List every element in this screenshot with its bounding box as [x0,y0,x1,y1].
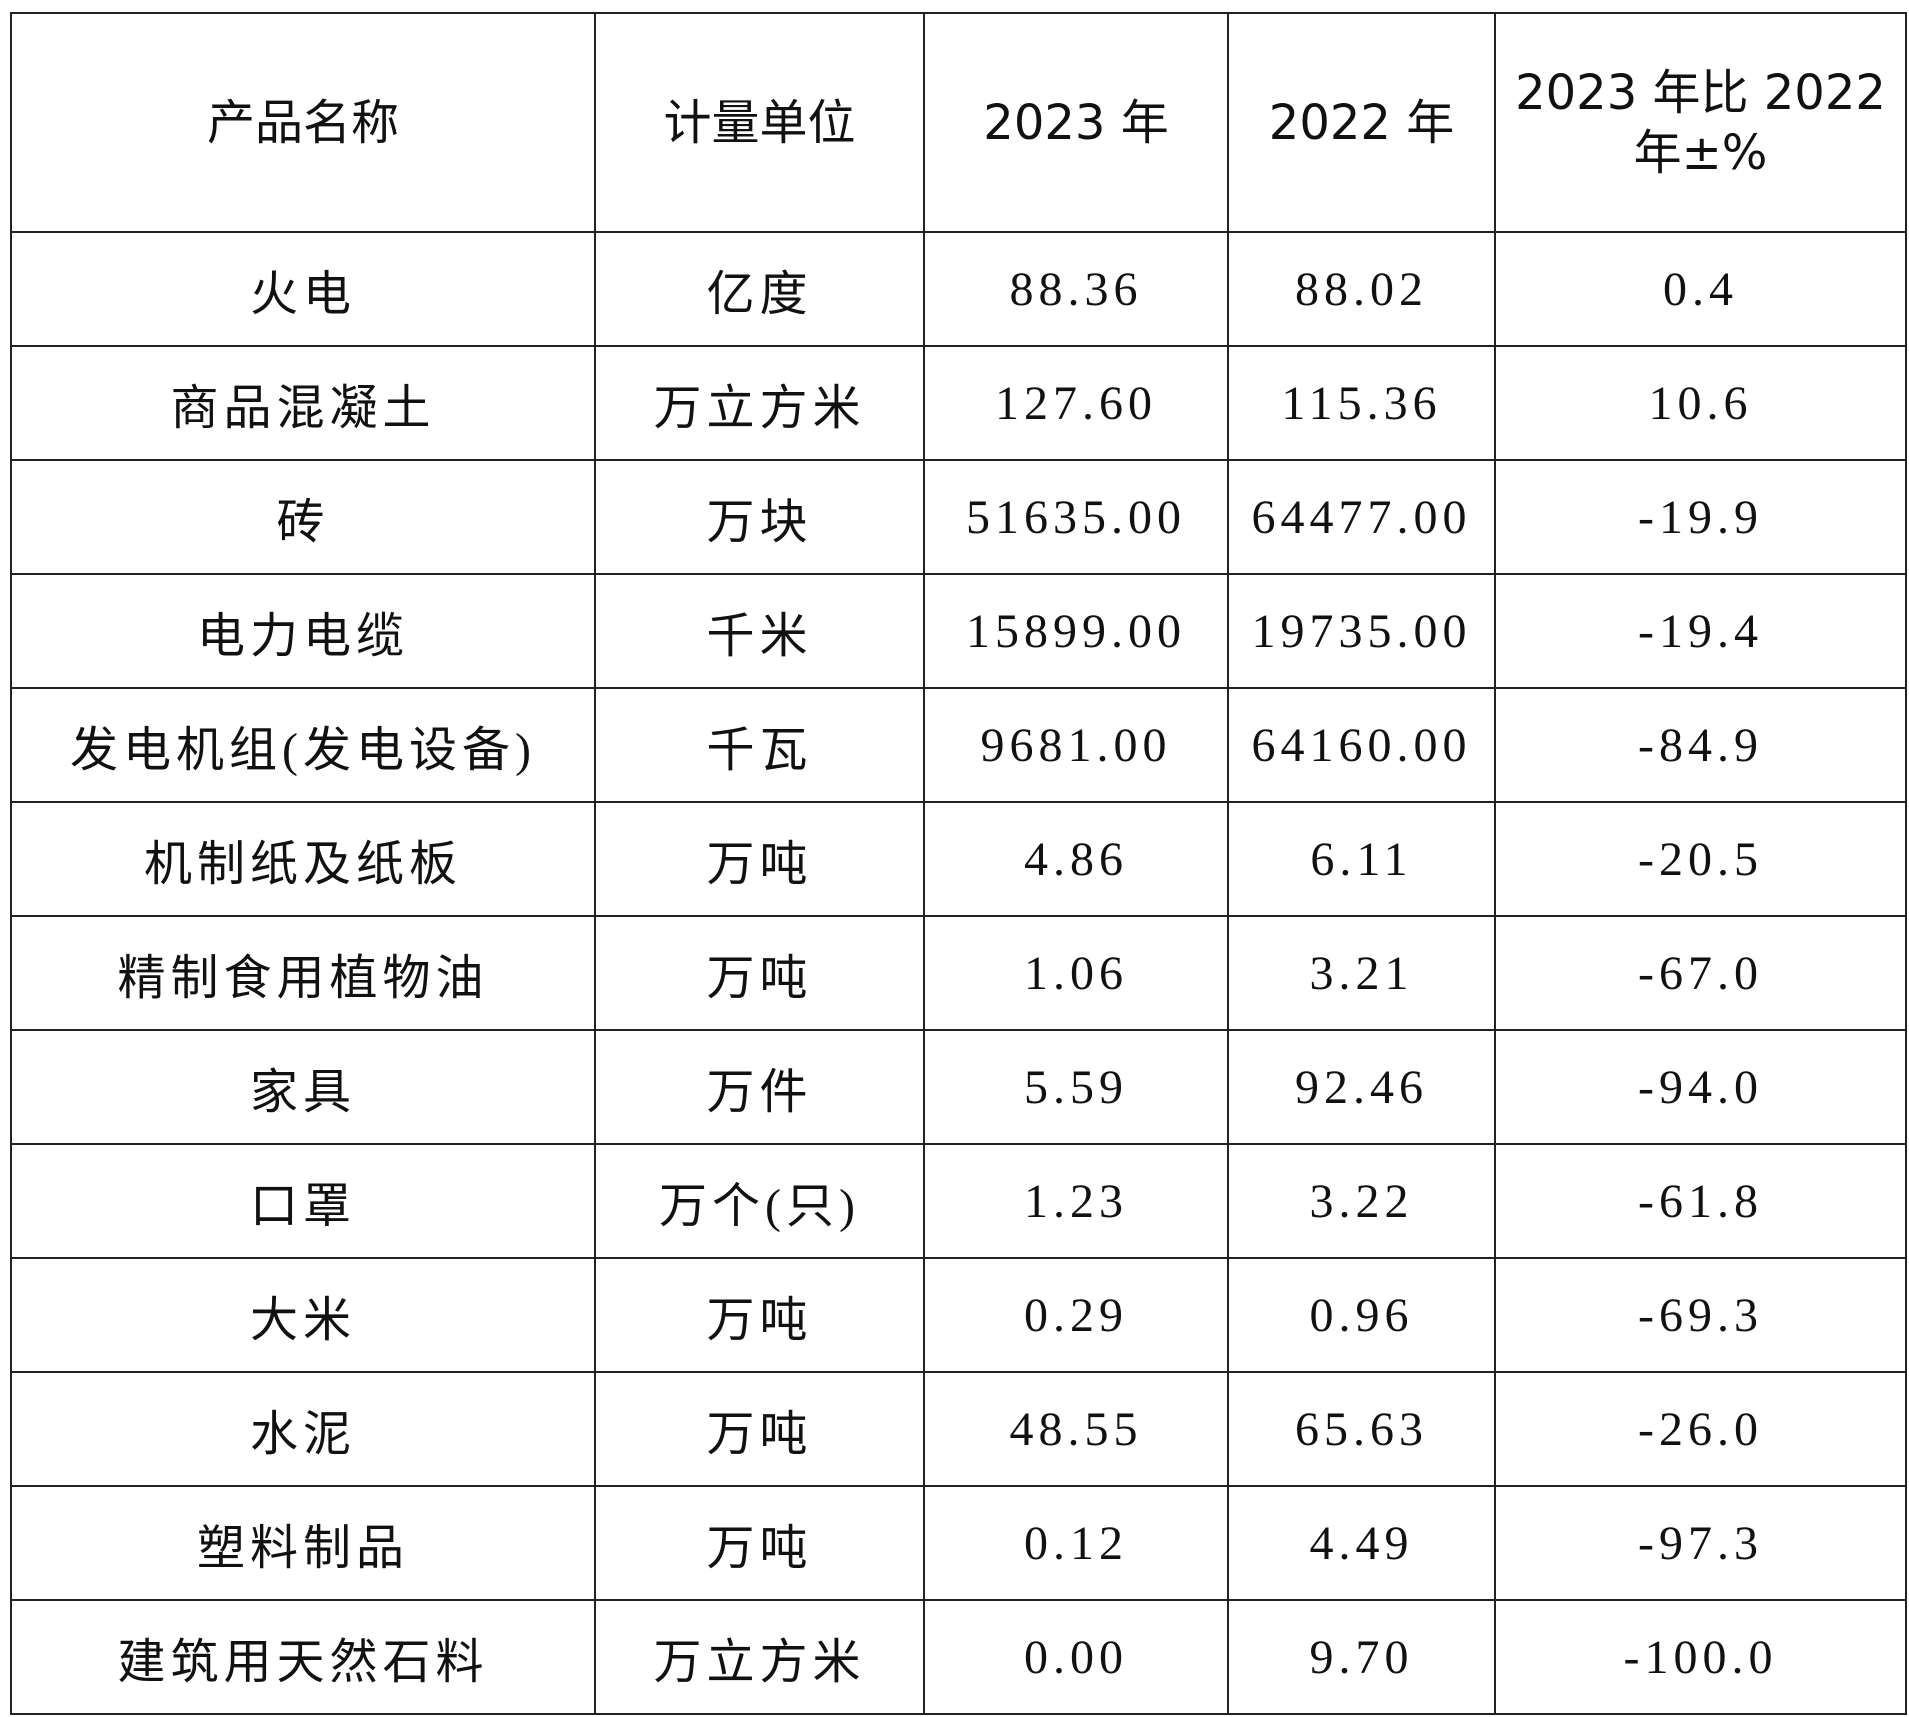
table-cell: 127.60 [923,345,1229,461]
table-cell: 万块 [594,459,925,575]
table-cell: 4.49 [1227,1485,1496,1601]
table-cell: 亿度 [594,231,925,347]
header-cell: 2022 年 [1227,12,1496,233]
table-cell: -19.9 [1494,459,1907,575]
header-cell: 2023 年 [923,12,1229,233]
table-cell: 88.36 [923,231,1229,347]
table-cell: 万吨 [594,1371,925,1487]
table-cell: 塑料制品 [10,1485,596,1601]
table-cell: 万吨 [594,915,925,1031]
table-cell: 0.29 [923,1257,1229,1373]
table-cell: 64160.00 [1227,687,1496,803]
table-body: 火电 亿度 88.36 88.02 0.4 商品混凝土 万立方米 127.60 115.36 10… [10,231,1907,1715]
table-row: 精制食用植物油 万吨 1.06 3.21 -67.0 [10,915,1907,1031]
table-cell: 4.86 [923,801,1229,917]
table-cell: 3.21 [1227,915,1496,1031]
table-cell: 0.00 [923,1599,1229,1715]
table-cell: -84.9 [1494,687,1907,803]
data-table: 产品名称 计量单位 2023 年 2022 年 2023 年比 2022 年±% 火电亿… [10,12,1907,1715]
table-cell: 电力电缆 [10,573,596,689]
table-row: 商品混凝土 万立方米 127.60 115.36 10.6 [10,345,1907,461]
table-cell: -19.4 [1494,573,1907,689]
table-cell: 大米 [10,1257,596,1373]
table-cell: 精制食用植物油 [10,915,596,1031]
table-cell: -26.0 [1494,1371,1907,1487]
table-row: 建筑用天然石料 万立方米 0.00 9.70 -100.0 [10,1599,1907,1715]
table-cell: 0.96 [1227,1257,1496,1373]
table-row: 大米 万吨 0.29 0.96 -69.3 [10,1257,1907,1373]
table-cell: 0.12 [923,1485,1229,1601]
table-cell: -94.0 [1494,1029,1907,1145]
table-cell: 92.46 [1227,1029,1496,1145]
table-row: 发电机组(发电设备) 千瓦 9681.00 64160.00 -84.9 [10,687,1907,803]
table-cell: 千瓦 [594,687,925,803]
table-cell: 建筑用天然石料 [10,1599,596,1715]
header-cell: 产品名称 [10,12,596,233]
table-cell: 火电 [10,231,596,347]
table-cell: 万吨 [594,1257,925,1373]
table-cell: 万件 [594,1029,925,1145]
table-cell: 1.23 [923,1143,1229,1259]
table-cell: 万个(只) [594,1143,925,1259]
table-cell: 机制纸及纸板 [10,801,596,917]
table-cell: 千米 [594,573,925,689]
header-cell: 计量单位 [594,12,925,233]
table-cell: 5.59 [923,1029,1229,1145]
table-row: 砖万块 51635.00 64477.00 -19.9 [10,459,1907,575]
table-cell: 水泥 [10,1371,596,1487]
table-cell: 64477.00 [1227,459,1496,575]
table-cell: 9681.00 [923,687,1229,803]
table-cell: -67.0 [1494,915,1907,1031]
table-cell: 9.70 [1227,1599,1496,1715]
table-row: 家具 万件 5.59 92.46 -94.0 [10,1029,1907,1145]
table-cell: 1.06 [923,915,1229,1031]
table-cell: 口罩 [10,1143,596,1259]
table-cell: 商品混凝土 [10,345,596,461]
table-row: 电力电缆 千米 15899.00 19735.00 -19.4 [10,573,1907,689]
table-cell: 万吨 [594,1485,925,1601]
table-cell: 家具 [10,1029,596,1145]
table-cell: 万立方米 [594,345,925,461]
table-cell: 65.63 [1227,1371,1496,1487]
table-cell: 19735.00 [1227,573,1496,689]
table-cell: 万吨 [594,801,925,917]
table-cell: 万立方米 [594,1599,925,1715]
table-cell: 10.6 [1494,345,1907,461]
table-cell: 6.11 [1227,801,1496,917]
table-cell: 3.22 [1227,1143,1496,1259]
table-cell: -20.5 [1494,801,1907,917]
table-row: 火电 亿度 88.36 88.02 0.4 [10,231,1907,347]
table-cell: 发电机组(发电设备) [10,687,596,803]
table-cell: -69.3 [1494,1257,1907,1373]
table-cell: 88.02 [1227,231,1496,347]
header-cell: 2023 年比 2022 年±% [1494,12,1907,233]
table-row: 口罩 万个(只) 1.23 3.22 -61.8 [10,1143,1907,1259]
table-row: 塑料制品 万吨 0.12 4.49 -97.3 [10,1485,1907,1601]
table-cell: 15899.00 [923,573,1229,689]
header-row: 产品名称 计量单位 2023 年 2022 年 2023 年比 2022 年±% [10,12,1907,233]
table-cell: 51635.00 [923,459,1229,575]
table-cell: 砖 [10,459,596,575]
table-cell: 115.36 [1227,345,1496,461]
table-row: 水泥 万吨 48.55 65.63 -26.0 [10,1371,1907,1487]
table-row: 机制纸及纸板 万吨 4.86 6.11 -20.5 [10,801,1907,917]
table-cell: -97.3 [1494,1485,1907,1601]
table-cell: 0.4 [1494,231,1907,347]
table-cell: 48.55 [923,1371,1229,1487]
table-cell: -61.8 [1494,1143,1907,1259]
table-cell: -100.0 [1494,1599,1907,1715]
